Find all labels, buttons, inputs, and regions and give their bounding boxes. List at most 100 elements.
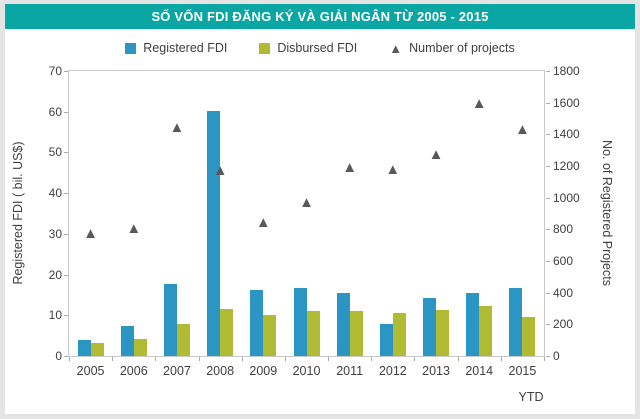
left-axis-tickmark <box>64 315 68 317</box>
legend-item-number-of-projects: ▲ Number of projects <box>389 41 514 55</box>
marker-projects-2014: ▲ <box>471 95 487 113</box>
x-axis-label-2008: 2008 <box>206 364 235 378</box>
left-axis-tick: 70 <box>48 64 62 78</box>
left-axis-tick: 40 <box>48 186 62 201</box>
marker-projects-2011: ▲ <box>342 159 358 177</box>
bar-registered-2012 <box>379 324 393 356</box>
marker-projects-2013: ▲ <box>428 145 444 163</box>
right-axis-tick: 0 <box>553 349 560 363</box>
right-axis-tickmark <box>546 261 550 262</box>
x-axis-tickmark <box>69 357 70 361</box>
x-axis-label-2015: 2015 <box>508 364 537 378</box>
x-axis-tickmark <box>500 357 502 361</box>
bar-disbursed-2012 <box>392 313 406 356</box>
x-axis-label-2011: 2011 <box>336 364 364 378</box>
bar-disbursed-2008 <box>220 309 234 356</box>
x-axis-tickmark <box>544 357 545 361</box>
left-axis-tick: 30 <box>48 226 62 241</box>
bar-registered-2009 <box>250 290 264 356</box>
right-axis-tickmark <box>546 229 550 231</box>
left-axis-tick: 50 <box>48 145 62 160</box>
x-axis-label-2012: 2012 <box>378 364 407 378</box>
left-axis-tickmark <box>64 152 68 154</box>
chart-card: SỐ VỐN FDI ĐĂNG KÝ VÀ GIẢI NGÂN TỪ 2005 … <box>5 4 635 414</box>
right-axis-tick: 600 <box>553 254 574 268</box>
bar-disbursed-2011 <box>349 311 363 356</box>
left-axis-tickmark <box>64 193 68 195</box>
bar-disbursed-2014 <box>479 305 493 356</box>
right-axis-tickmark <box>546 102 550 104</box>
legend: Registered FDI Disbursed FDI ▲ Number of pr… <box>5 41 635 55</box>
x-axis-tickmark <box>155 357 157 361</box>
left-axis-title: Registered FDI ( bil. US$) <box>11 141 25 285</box>
legend-label: Disbursed FDI <box>277 41 358 55</box>
bar-registered-2007 <box>163 283 177 356</box>
bar-registered-2010 <box>293 287 307 356</box>
bar-registered-2011 <box>336 292 350 356</box>
right-axis-tick: 1800 <box>553 64 580 78</box>
x-axis-label-2014: 2014 <box>465 364 494 378</box>
left-axis-tick: 20 <box>48 267 62 282</box>
chart-title-banner: SỐ VỐN FDI ĐĂNG KÝ VÀ GIẢI NGÂN TỪ 2005 … <box>5 4 635 29</box>
right-axis-tick: 400 <box>553 285 574 300</box>
bar-disbursed-2015 <box>522 317 536 356</box>
left-axis-tick: 0 <box>55 349 62 363</box>
bar-disbursed-2007 <box>176 324 190 356</box>
marker-projects-2015: ▲ <box>514 120 530 138</box>
legend-label: Number of projects <box>409 41 515 55</box>
bar-registered-2006 <box>120 326 134 356</box>
bar-registered-2015 <box>509 287 523 356</box>
right-axis-tickmark <box>546 197 550 199</box>
right-axis-tickmark <box>546 292 550 294</box>
marker-projects-2006: ▲ <box>126 220 142 238</box>
left-axis-tickmark <box>64 356 68 357</box>
bar-disbursed-2013 <box>436 310 450 356</box>
right-axis-tick: 1200 <box>553 159 580 173</box>
right-axis-tickmark <box>546 166 550 167</box>
left-axis-tickmark <box>64 71 68 72</box>
marker-projects-2005: ▲ <box>83 225 99 243</box>
marker-projects-2007: ▲ <box>169 119 185 136</box>
x-axis-tickmark <box>457 357 459 361</box>
legend-item-disbursed-fdi: Disbursed FDI <box>259 41 357 55</box>
bar-registered-2008 <box>207 110 221 356</box>
right-axis-tick: 200 <box>553 317 574 332</box>
x-axis-tickmark <box>414 357 416 361</box>
x-axis-note: YTD <box>518 390 544 404</box>
bar-disbursed-2006 <box>133 339 147 356</box>
x-axis-tickmark <box>284 357 286 361</box>
left-axis-tickmark <box>64 233 68 235</box>
bar-registered-2013 <box>423 298 437 356</box>
x-axis-tickmark <box>112 357 114 361</box>
right-axis-title: No. of Registered Projects <box>600 140 614 286</box>
x-axis-tickmark <box>328 357 330 361</box>
right-axis-tickmark <box>546 356 550 357</box>
legend-item-registered-fdi: Registered FDI <box>125 41 227 55</box>
right-axis-tickmark <box>546 71 550 72</box>
x-axis-label-2013: 2013 <box>422 364 450 378</box>
x-axis-tickmark <box>371 357 373 361</box>
left-axis-tick: 60 <box>48 104 62 119</box>
left-axis-tick: 10 <box>48 308 62 323</box>
bar-disbursed-2009 <box>263 315 277 356</box>
x-axis-label-2006: 2006 <box>119 364 148 378</box>
x-axis-label-2007: 2007 <box>163 364 191 378</box>
marker-projects-2008: ▲ <box>212 161 228 179</box>
bar-disbursed-2010 <box>306 311 320 356</box>
x-axis-label-2010: 2010 <box>292 364 321 378</box>
x-axis-tickmark <box>241 357 243 361</box>
right-axis-tick: 1400 <box>553 127 580 142</box>
number-of-projects-legend-marker-icon: ▲ <box>389 40 403 56</box>
right-axis-tickmark <box>546 134 550 136</box>
legend-label: Registered FDI <box>143 41 228 55</box>
marker-projects-2010: ▲ <box>299 194 314 212</box>
left-axis-tickmark <box>64 111 68 113</box>
registered-fdi-legend-marker-icon <box>125 42 137 54</box>
right-axis-tick: 1600 <box>553 95 580 110</box>
bar-disbursed-2005 <box>90 342 104 356</box>
bar-registered-2014 <box>466 292 480 356</box>
bar-registered-2005 <box>77 340 91 356</box>
disbursed-fdi-legend-marker-icon <box>259 42 271 54</box>
left-axis-tickmark <box>64 274 68 276</box>
marker-projects-2009: ▲ <box>255 214 271 231</box>
